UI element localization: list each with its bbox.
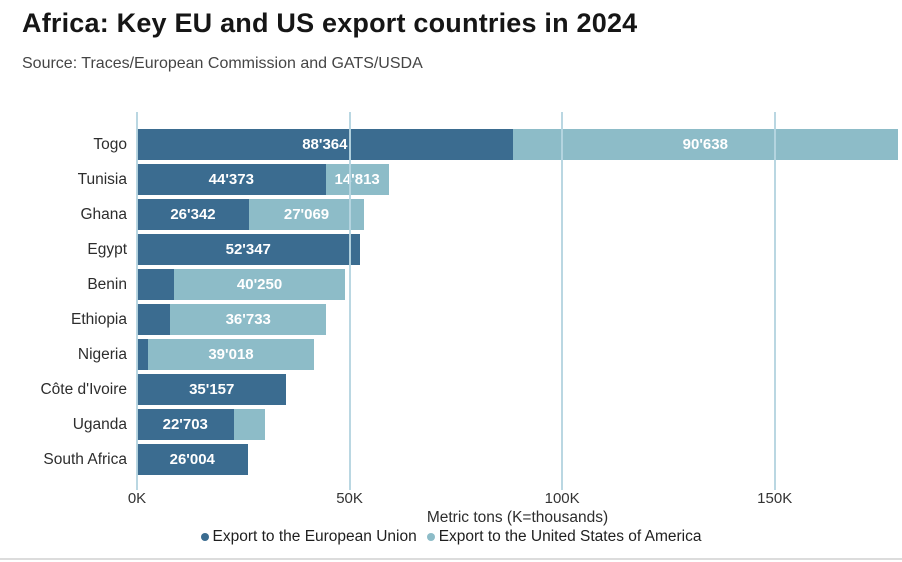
gridline [348, 112, 351, 490]
plot-area: Togo 88'364 90'638 Tunisia 44'373 14'813 Ghana… [40, 112, 898, 490]
bar-row: South Africa 26'004 [43, 444, 898, 475]
category-label: Benin [87, 276, 127, 293]
legend-item-us: Export to the United States of America [426, 528, 702, 546]
category-label: South Africa [43, 451, 127, 468]
legend: Export to the European Union Export to th… [0, 528, 902, 546]
bar-value-label: 40'250 [236, 276, 283, 293]
gridline [136, 112, 138, 490]
legend-label: Export to the European Union [212, 528, 417, 545]
bar-segment-us: 14'813 [325, 164, 389, 195]
bar-segment-us [233, 409, 265, 440]
category-label: Tunisia [77, 171, 127, 188]
category-label: Uganda [72, 416, 127, 433]
bar-segment-eu [137, 269, 174, 300]
bar-value-label: 26'342 [170, 206, 216, 223]
chart-title: Africa: Key EU and US export countries i… [22, 8, 638, 38]
bar-row: Benin 40'250 [87, 269, 898, 300]
x-axis-tick-label: 0K [127, 490, 147, 507]
bar-value-label: 26'004 [169, 451, 215, 468]
bar-segment-eu: 35'157 [137, 374, 287, 405]
category-label: Togo [93, 136, 127, 153]
x-axis-tick-label: 100K [544, 490, 580, 507]
category-label: Côte d'Ivoire [40, 381, 127, 398]
category-label: Ghana [80, 206, 127, 223]
gridline [773, 112, 776, 490]
bar-row: Egypt 52'347 [87, 234, 898, 265]
bar-row: Nigeria 39'018 [78, 339, 898, 370]
bar-row: Tunisia 44'373 14'813 [78, 164, 898, 195]
x-axis-title: Metric tons (K=thousands) [426, 509, 609, 526]
bar-value-label: 90'638 [682, 136, 728, 153]
bar-value-label: 22'703 [162, 416, 208, 433]
x-axis-tick-label: 50K [336, 490, 363, 507]
bar-value-label: 14'813 [334, 171, 380, 188]
bar-row: Uganda 22'703 [73, 409, 898, 440]
gridline [561, 112, 564, 490]
category-label: Nigeria [77, 346, 127, 363]
bar-value-label: 44'373 [208, 171, 254, 188]
bar-segment-us: 40'250 [173, 269, 346, 300]
bar-segment-eu: 52'347 [137, 234, 360, 265]
bar-segment-eu: 88'364 [137, 129, 513, 160]
bar-value-label: 52'347 [225, 241, 271, 258]
bar-segment-eu [137, 339, 149, 370]
bar-segment-eu [137, 304, 171, 335]
bar-row: Côte d'Ivoire 35'157 [40, 374, 898, 405]
legend-dot-eu-icon [200, 533, 209, 541]
legend-dot-us-icon [426, 533, 435, 541]
category-label: Egypt [87, 241, 127, 258]
category-label: Ethiopia [70, 311, 127, 328]
bar-value-label: 39'018 [208, 346, 254, 363]
bar-segment-us: 27'069 [248, 199, 365, 230]
chart-source: Source: Traces/European Commission and G… [22, 55, 423, 72]
bar-segment-eu: 44'373 [137, 164, 326, 195]
bar-segment-us: 36'733 [170, 304, 327, 335]
bar-row: Ghana 26'342 27'069 [80, 199, 898, 230]
bar-segment-eu: 26'342 [137, 199, 249, 230]
legend-item-eu: Export to the European Union [200, 528, 417, 546]
bar-value-label: 35'157 [189, 381, 235, 398]
bar-value-label: 27'069 [283, 206, 330, 223]
bar-segment-eu: 26'004 [137, 444, 248, 475]
bar-row: Togo 88'364 90'638 [93, 129, 898, 160]
bar-segment-us: 90'638 [512, 129, 898, 160]
bar-segment-us: 39'018 [148, 339, 314, 370]
bar-row: Ethiopia 36'733 [71, 304, 898, 335]
legend-label: Export to the United States of America [438, 528, 702, 545]
bar-value-label: 88'364 [302, 136, 348, 153]
bar-segment-eu: 22'703 [137, 409, 234, 440]
bar-value-label: 36'733 [225, 311, 271, 328]
x-axis-tick-label: 150K [757, 490, 793, 507]
x-axis-tick-labels: 0K 50K 100K 150K [128, 490, 898, 508]
